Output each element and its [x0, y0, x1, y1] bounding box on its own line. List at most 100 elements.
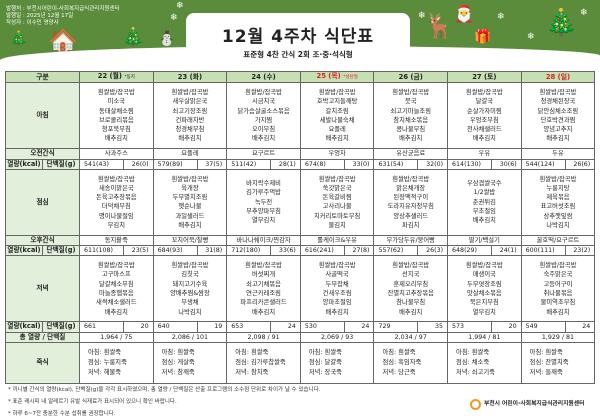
day-date: 24 (수) — [251, 72, 276, 81]
menu-item: 콩나물무침 — [396, 126, 426, 134]
menu-item: 요플레 — [328, 126, 346, 134]
publisher: 발행처 : 부천시어린이-사회복지급식관리지원센터 — [6, 6, 120, 12]
menu-item: 흰쌀밥/잡곡밥 — [465, 88, 503, 96]
am-snack-cell: 사과주스 — [79, 148, 154, 160]
menu-item: 1/2쌀밥 — [473, 189, 496, 197]
menu-item: 배추김치 — [325, 308, 349, 316]
publish-date: 발행일 : 2025년 12월 17일 — [6, 13, 74, 19]
title-box: 12월 4주차 식단표 표준형 4찬 간식 2회 조·중·석식형 — [186, 13, 410, 60]
menu-item: 점심: 게살죽 — [161, 359, 195, 367]
kcal-value: 616(241) — [299, 245, 345, 257]
menu-item: 흰쌀밥/잡곡밥 — [318, 88, 356, 96]
christmas-tree-icon: 🎄 — [545, 8, 578, 38]
menu-item: 닭안심채소조림 — [537, 107, 579, 115]
menu-item: 제육볶음 — [546, 194, 570, 202]
pm-snack-cell: 꿀호떡/요구르트 — [520, 234, 596, 247]
day-header: 27 (토) — [447, 70, 522, 84]
menu-item: 동태살채소찜 — [98, 107, 134, 115]
total-nutrition-cell: 1,994 / 81 — [447, 331, 522, 344]
menu-item: 고구마스프 — [101, 271, 131, 279]
porridge-cell: 아침: 흰쌀죽 점심: 흑임자죽 저녁: 당근죽 — [373, 342, 449, 385]
dinner-cell: 흰쌀밥/잡곡밥 김칫국 돼지고기수육 양배추찜&쌈장 무생채 나박김치 — [152, 255, 228, 323]
am-snack-cell: 우유 — [447, 148, 522, 160]
menu-item: 된장맥적구이 — [393, 194, 429, 202]
menu-item: 저녁: 쇠고기죽 — [456, 369, 495, 377]
menu-item: 시금치국 — [251, 98, 276, 106]
menu-item: 치커리토마토무침 — [313, 212, 361, 220]
menu-item: 저녁: 장국죽 — [308, 369, 342, 377]
dinner-cell: 흰쌀밥/잡곡밥 버섯찌개 쇠고기채볶음 연근카레조림 파프리카콘샐러드 배추김치 — [226, 255, 301, 323]
lunch-cell: 흰쌀밥/잡곡밥 쑥갓맑은국 돈육갈비찜 고사리나물 치커리토마토무침 물김치 — [299, 168, 375, 236]
menu-item: 배추김치 — [546, 308, 570, 316]
gift-icon: 🎁 — [474, 29, 492, 45]
day-header: 26 (금) — [373, 70, 449, 84]
menu-item: 배추김치 — [178, 221, 202, 229]
snowflake-icon: ❄ — [170, 13, 178, 23]
menu-item: 점심: 채소죽 — [456, 359, 490, 367]
menu-item: 사골떡국 — [325, 271, 349, 279]
header-banner: 발행처 : 부천시어린이-사회복지급식관리지원센터 발행일 : 2025년 12… — [0, 0, 600, 62]
menu-item: 세발나물숙채 — [319, 116, 355, 124]
menu-item: 취나물볶음 — [543, 289, 573, 297]
snowflake-icon: ❄ — [527, 32, 535, 42]
protein-value: 32(0) — [417, 158, 449, 170]
snowflake-icon: ❄ — [580, 8, 588, 18]
menu-item: 돼지고기수육 — [172, 280, 208, 288]
menu-item: 흰쌀밥/잡곡밥 — [539, 88, 577, 96]
lunch-cell: 바지락수제비 김가루주먹밥 녹두전 부추양파무침 열무김치 — [226, 168, 301, 236]
menu-item: 춘권튀김 — [472, 198, 496, 206]
protein-label: 단백질(g) — [41, 321, 81, 333]
menu-item: 쑥갓맑은국 — [322, 184, 352, 192]
kcal-label: 열량(kcal) — [5, 245, 43, 257]
menu-item: 부추양파무침 — [246, 208, 281, 216]
menu-item: 돈육고추장볶음 — [96, 194, 137, 202]
menu-item: 흰쌀밥/잡곡밥 — [392, 88, 430, 96]
protein-value: 23(2) — [564, 245, 596, 257]
porridge-cell: 아침: 흰쌀죽 점심: 달걀죽 저녁: 장국죽 — [299, 342, 375, 385]
menu-item: 맛살채소볶음 — [466, 289, 502, 297]
category-header: 구분 — [4, 70, 81, 84]
dinner-cell: 흰쌀밥/잡곡밥 선지국 훈제오리무침 잔멸치고추장볶음 참나물무침 배추김치 — [373, 255, 449, 323]
menu-item: 마늘종햄볶음 — [98, 289, 134, 297]
pm-snack-row: 오후간식 동지팥죽 꼬치어묵/찰빵 바나나쉐이크/찐감자 롤케이크&우유 무가당두유/붕어… — [4, 234, 596, 247]
kcal-value: 600(111) — [520, 245, 566, 257]
dinner-nutrition-row: 열량(kcal) 단백질(g) 661 20 640 19 653 24 530 24 729 35 5… — [5, 321, 596, 333]
snowman-icon: ⛄ — [158, 31, 176, 47]
menu-item: 점심: 김가루찹쌀죽 — [235, 359, 286, 367]
protein-value: 28(1) — [270, 158, 301, 170]
kcal-value: 530 — [299, 321, 345, 333]
breakfast-row: 아침 흰쌀밥/잡곡밥 미소국 동태살채소찜 브로콜리볶음 청포묵무침 배추김치 흰쌀밥/잡곡밥… — [4, 82, 596, 150]
dinner-cell: 흰쌀밥/잡곡밥 매생이국 두부엿장조림 맛살채소볶음 묵은지무침 열무김치 — [447, 255, 522, 323]
menu-item: 브로콜리볶음 — [98, 116, 134, 124]
total-nutrition-cell: 1,964 / 75 — [79, 331, 154, 344]
menu-item: 연근카레조림 — [246, 289, 281, 297]
pm-snack-cell: 롤케이크&우유 — [299, 234, 375, 247]
breakfast-cell: 흰쌀밥/잡곡밥 달걀국 순살가자미찜 우엉조무침 천사채샐러드 배추김치 — [447, 82, 522, 150]
menu-item: 미소국 — [107, 98, 126, 106]
menu-item: 달걀국 — [475, 98, 494, 106]
christmas-tree-icon: 🎄 — [122, 27, 145, 48]
menu-item: 우삼겹쌀국수 — [466, 180, 502, 188]
protein-value: 19 — [196, 321, 228, 333]
menu-item: 배추김치 — [325, 135, 349, 143]
menu-item: 새싹채소샐러드 — [96, 299, 137, 307]
kcal-value: 541(43) — [79, 158, 125, 170]
kcal-value: 544(124) — [520, 158, 566, 170]
menu-item: 흰쌀밥/잡곡밥 — [465, 262, 503, 270]
porridge-cell: 아침: 흰쌀죽 점심: 잔멸치죽 저녁: 들깨죽 — [520, 342, 596, 385]
menu-item: 무초절임 — [472, 208, 496, 216]
dinner-row: 저녁 흰쌀밥/잡곡밥 고구마스프 달걀채소부침 마늘종햄볶음 새싹채소샐러드 배추김치 흰쌀밥… — [4, 255, 596, 323]
pm-snack-cell: 딸기/백설기 — [447, 234, 522, 247]
menu-item: 맑은채개장 — [396, 184, 426, 192]
kcal-value: 640 — [152, 321, 198, 333]
footnote: * 표준 레시피 내 알레르기 유발 식재료가 표시되어 있으니 확인 바랍니다… — [8, 399, 177, 405]
kcal-value: 614(130) — [447, 158, 493, 170]
porridge-cell: 아침: 흰쌀죽 점심: 채소죽 저녁: 쇠고기죽 — [447, 342, 522, 385]
menu-item: 돈육갈비찜 — [322, 194, 352, 202]
menu-item: 파김치 — [402, 221, 420, 229]
menu-item: 햇순나물 — [178, 203, 202, 211]
porridge-cell: 아침: 흰쌀죽 점심: 누룽지죽 저녁: 해물죽 — [79, 342, 154, 385]
dinner-label: 저녁 — [4, 255, 81, 323]
breakfast-cell: 흰쌀밥/잡곡밥 새우살맑은국 쇠고기장조림 건파래자반 청경채무침 배추김치 — [152, 82, 228, 150]
dinner-cell: 흰쌀밥/잡곡밥 숙주맑은국 고등어구이 취나물볶음 물미역초무침 배추김치 — [520, 255, 596, 323]
